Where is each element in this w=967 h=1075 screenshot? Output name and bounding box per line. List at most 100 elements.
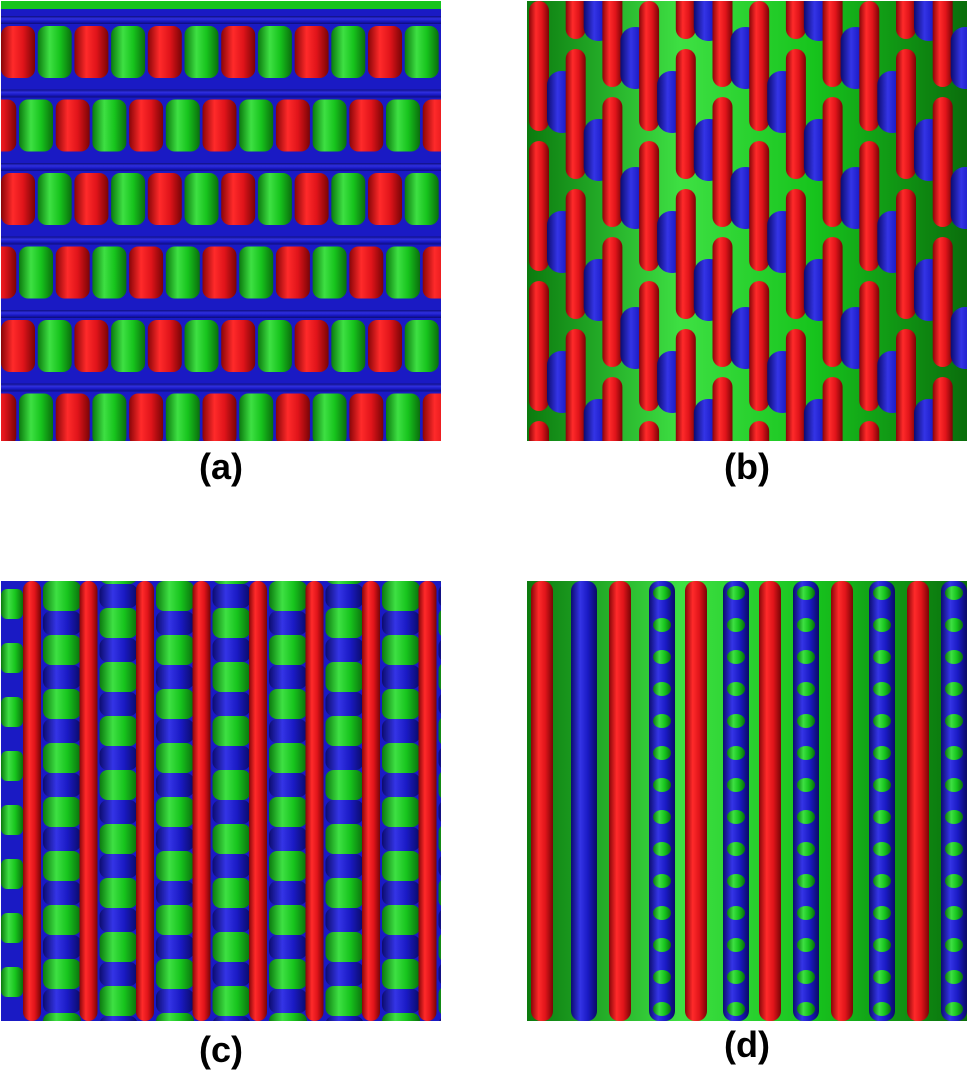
green-block <box>438 934 441 960</box>
green-block <box>269 581 307 611</box>
blue-block <box>212 962 251 986</box>
red-stripe <box>675 49 696 179</box>
red-stripe <box>565 329 586 441</box>
blue-block <box>99 746 138 770</box>
green-dot <box>873 970 891 984</box>
blue-band <box>1 89 441 98</box>
green-block <box>37 26 72 78</box>
panel-d-image <box>527 581 967 1021</box>
green-block <box>156 743 194 773</box>
green-dot <box>945 842 963 856</box>
red-block <box>147 173 182 225</box>
green-dot <box>727 970 745 984</box>
green-block <box>325 662 364 692</box>
green-block <box>156 959 194 989</box>
green-dot <box>873 906 891 920</box>
green-block <box>331 26 366 78</box>
blue-block <box>438 586 441 606</box>
blue-block <box>99 692 138 716</box>
red-stripe <box>529 1 549 131</box>
blue-block <box>382 773 420 797</box>
blue-band <box>1 163 441 171</box>
red-block <box>147 26 182 78</box>
red-stripe <box>675 329 696 441</box>
green-dot <box>945 938 963 952</box>
blue-band <box>1 310 441 318</box>
red-block <box>221 173 256 225</box>
red-stripe <box>565 1 586 39</box>
red-block <box>349 246 384 299</box>
red-block <box>202 99 237 152</box>
red-stripe <box>531 581 553 1021</box>
panel-a-pattern <box>1 1 441 441</box>
red-stripe <box>859 281 880 411</box>
blue-block <box>43 719 81 743</box>
panel-a-image <box>1 1 441 441</box>
red-stripe <box>896 1 916 39</box>
green-block <box>1 697 23 727</box>
blue-block <box>99 854 138 878</box>
green-block <box>99 986 138 1016</box>
red-stripe <box>639 141 660 271</box>
red-stripe <box>23 581 41 1021</box>
green-block <box>312 246 347 299</box>
green-dot <box>653 778 671 792</box>
blue-block <box>156 719 194 743</box>
green-block <box>212 662 251 692</box>
red-stripe <box>859 141 880 271</box>
blue-block <box>382 827 420 851</box>
green-dot <box>653 1002 671 1016</box>
green-block <box>382 743 420 773</box>
red-stripe <box>932 237 953 367</box>
green-dot <box>797 618 815 632</box>
green-dot <box>945 586 963 600</box>
green-block <box>156 581 194 611</box>
blue-block <box>438 748 441 768</box>
green-block <box>43 959 81 989</box>
blue-stripe <box>941 581 967 1021</box>
green-block <box>212 824 251 854</box>
panel-b-image <box>527 1 967 441</box>
green-dot <box>945 810 963 824</box>
red-block <box>368 26 402 78</box>
green-block <box>257 26 292 78</box>
blue-block <box>156 935 194 959</box>
green-dot <box>727 906 745 920</box>
green-block <box>212 716 251 746</box>
green-block <box>269 905 307 935</box>
green-dot <box>653 746 671 760</box>
blue-block <box>212 584 251 608</box>
green-dot <box>727 842 745 856</box>
green-dot <box>797 746 815 760</box>
red-block <box>74 173 109 225</box>
red-block <box>368 320 402 372</box>
red-stripe <box>785 189 806 319</box>
green-dot <box>797 586 815 600</box>
green-dot <box>945 906 963 920</box>
red-stripe <box>305 581 324 1021</box>
green-block <box>331 173 366 225</box>
red-stripe <box>932 1 953 87</box>
green-block <box>101 581 136 584</box>
green-dot <box>945 778 963 792</box>
green-dot <box>945 874 963 888</box>
green-block <box>99 824 138 854</box>
green-block <box>43 743 81 773</box>
red-block <box>349 99 384 152</box>
green-block <box>386 99 420 152</box>
green-dot <box>653 938 671 952</box>
blue-block <box>212 746 251 770</box>
top-strip <box>1 1 441 9</box>
red-block <box>422 99 441 152</box>
green-block <box>1 913 23 943</box>
red-stripe <box>602 97 623 227</box>
green-block <box>165 246 200 299</box>
red-block <box>294 26 329 78</box>
green-dot <box>727 586 745 600</box>
blue-block <box>326 1016 363 1021</box>
blue-block <box>269 719 307 743</box>
green-dot <box>873 810 891 824</box>
blue-block <box>325 692 364 716</box>
green-block <box>382 581 420 611</box>
green-block <box>327 581 362 584</box>
